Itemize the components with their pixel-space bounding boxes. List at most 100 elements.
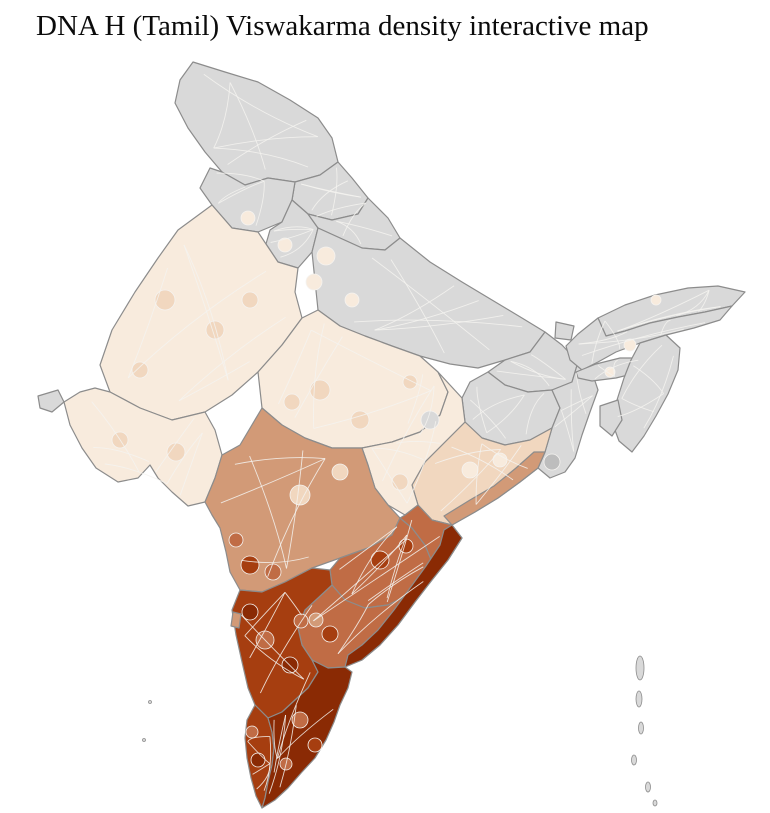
district-patch[interactable] (461, 461, 479, 479)
district-patch[interactable] (321, 625, 339, 643)
island-andaman-3[interactable] (638, 721, 644, 735)
district-border-line (597, 364, 615, 377)
district-border-line (229, 82, 266, 170)
district-patch[interactable] (391, 473, 409, 491)
district-border-line (213, 147, 309, 168)
district-patch[interactable] (240, 555, 260, 575)
district-patch[interactable] (316, 246, 336, 266)
district-border-line (247, 741, 271, 764)
district-patch[interactable] (308, 612, 324, 628)
island-andaman-1[interactable] (635, 655, 645, 681)
district-patch[interactable] (283, 393, 301, 411)
district-border-line (166, 432, 203, 484)
district-patch[interactable] (291, 711, 309, 729)
region-west-bengal[interactable] (537, 361, 599, 479)
district-patch[interactable] (250, 752, 266, 768)
district-border-line (396, 440, 440, 444)
region-goa[interactable] (230, 611, 242, 629)
district-patch[interactable] (228, 532, 244, 548)
district-patch[interactable] (277, 237, 293, 253)
region-northeast-hill-states[interactable] (611, 334, 681, 453)
district-border-line (183, 244, 229, 381)
district-border-line (104, 463, 168, 485)
district-border-line (277, 329, 312, 405)
district-patch[interactable] (241, 603, 259, 621)
district-border-line (337, 604, 369, 654)
island-nicobar-2[interactable] (652, 799, 658, 807)
district-patch[interactable] (307, 737, 323, 753)
district-border-line (561, 395, 593, 411)
district-border-line (581, 322, 706, 356)
district-border-line (234, 457, 326, 465)
district-border-line (698, 290, 710, 312)
district-border-line (179, 432, 203, 496)
district-patch[interactable] (344, 292, 360, 308)
district-patch[interactable] (131, 361, 149, 379)
district-patch[interactable] (241, 291, 259, 309)
district-border-line (486, 394, 525, 434)
district-border-line (621, 398, 654, 413)
district-border-line (268, 714, 287, 794)
island-lakshadweep-2[interactable] (142, 738, 146, 742)
district-patch[interactable] (623, 338, 637, 352)
district-border-line (301, 183, 362, 198)
district-border-line (470, 399, 506, 439)
district-patch[interactable] (650, 294, 662, 306)
district-border-line (313, 536, 440, 622)
district-patch[interactable] (402, 374, 418, 390)
district-border-line (93, 447, 150, 463)
district-border-line (273, 226, 314, 232)
district-border-line (351, 534, 408, 595)
district-border-line (286, 450, 304, 569)
region-sikkim[interactable] (554, 321, 575, 341)
district-border-line (525, 392, 545, 435)
district-border-line (252, 763, 271, 775)
district-border-line (336, 220, 393, 237)
page-title: DNA H (Tamil) Viswakarma density interac… (36, 10, 649, 42)
district-patch[interactable] (309, 379, 331, 401)
district-border-line (313, 538, 408, 622)
district-border-line (371, 447, 408, 504)
district-border-line (374, 300, 479, 331)
district-patch[interactable] (370, 550, 390, 570)
district-border-line (613, 359, 618, 377)
region-assam[interactable] (565, 305, 733, 371)
district-border-line (263, 736, 272, 791)
district-border-line (434, 449, 501, 464)
district-border-line (374, 285, 455, 331)
district-border-line (475, 445, 522, 505)
district-border-line (472, 394, 525, 420)
district-patch[interactable] (240, 210, 256, 226)
district-patch[interactable] (245, 725, 259, 739)
district-border-line (213, 136, 318, 149)
island-andaman-4[interactable] (631, 754, 637, 766)
island-andaman-2[interactable] (635, 690, 643, 708)
district-patch[interactable] (264, 563, 282, 581)
region-gujarat[interactable] (63, 387, 223, 507)
district-border-line (255, 181, 265, 226)
district-border-line (371, 447, 424, 461)
region-rajasthan[interactable] (99, 204, 303, 421)
district-border-line (570, 389, 575, 452)
island-lakshadweep-1[interactable] (148, 700, 152, 704)
region-tripura[interactable] (599, 399, 623, 437)
district-patch[interactable] (350, 410, 370, 430)
district-border-line (178, 361, 250, 402)
region-kutch-west-island[interactable] (37, 389, 65, 413)
district-border-line (617, 393, 664, 418)
district-patch[interactable] (492, 452, 508, 468)
district-border-line (617, 306, 721, 332)
district-patch[interactable] (289, 484, 311, 506)
district-patch[interactable] (331, 463, 349, 481)
island-nicobar-1[interactable] (645, 781, 651, 793)
district-patch[interactable] (543, 453, 561, 471)
district-border-line (178, 316, 286, 402)
district-border-line (316, 202, 366, 217)
district-patch[interactable] (305, 273, 323, 291)
district-border-line (510, 360, 550, 387)
district-patch[interactable] (154, 289, 176, 311)
region-jammu-kashmir[interactable] (174, 61, 339, 186)
district-border-line (578, 328, 684, 345)
region-andhra-coastal-belt[interactable] (344, 524, 463, 668)
